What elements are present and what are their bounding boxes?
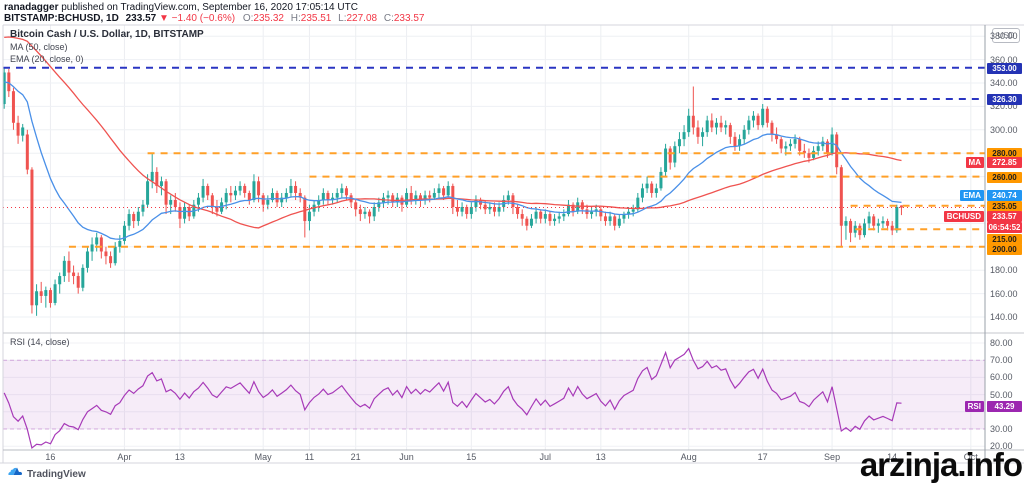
price-axis-badge-rsi-value: 43.29 — [987, 400, 1022, 412]
currency-toggle-button[interactable]: USD — [992, 28, 1020, 43]
tradingview-logo-text: TradingView — [27, 468, 86, 480]
open-value: 235.32 — [253, 13, 284, 24]
symbol-name: BITSTAMP:BCHUSD, 1D — [4, 13, 119, 24]
rsi-axis-tick: 60.00 — [990, 372, 1013, 383]
axis-badge-prefix-ema-value: EMA — [960, 189, 984, 201]
close-value: 233.57 — [393, 13, 425, 24]
time-axis-label: 16 — [45, 452, 56, 462]
time-axis-label: Aug — [680, 452, 697, 462]
price-axis-tick: 160.00 — [990, 288, 1018, 299]
open-label: O: — [242, 13, 254, 24]
time-axis-label: Jun — [399, 452, 414, 462]
price-axis-badge-level-235: 235.05 — [987, 200, 1022, 212]
price-change: ▼ −1.40 (−0.6%) — [158, 13, 236, 24]
time-axis-label: Apr — [117, 452, 132, 462]
price-axis-tick: 180.00 — [990, 265, 1018, 276]
price-axis-badge-bar-countdown: 06:54:52 — [987, 221, 1022, 233]
price-axis-badge-level-326: 326.30 — [987, 93, 1022, 105]
price-axis-tick: 360.00 — [990, 54, 1018, 65]
price-axis-badge-ema-value: 240.74 — [987, 189, 1022, 201]
last-price-text: 233.57 — [125, 13, 157, 24]
low-value: 227.08 — [346, 13, 378, 24]
rsi-axis-tick: 50.00 — [990, 389, 1013, 400]
main-pane-legend[interactable]: Bitcoin Cash / U.S. Dollar, 1D, BITSTAMP… — [10, 29, 204, 65]
price-axis-badge-level-280: 280.00 — [987, 147, 1022, 159]
price-axis-tick: 340.00 — [990, 78, 1018, 88]
rsi-axis-tick: 80.00 — [990, 338, 1013, 348]
price-axis-tick: 320.00 — [990, 101, 1018, 112]
author-name: ranadagger — [4, 2, 59, 13]
axis-badge-prefix-last-price: BCHUSD — [943, 210, 984, 222]
time-axis-label: Jul — [539, 452, 552, 462]
low-label: L: — [338, 13, 347, 24]
publish-byline: ranadagger published on TradingView.com,… — [4, 2, 358, 13]
price-axis-badge-ma-value: 272.85 — [987, 156, 1022, 168]
time-axis-label: May — [254, 452, 272, 462]
time-axis-label: 14 — [887, 452, 898, 462]
time-axis-label: Oct — [963, 452, 978, 462]
tradingview-logo-icon — [8, 465, 23, 483]
time-axis-label: 13 — [174, 452, 185, 462]
time-axis-label: 13 — [595, 452, 606, 462]
rsi-axis-tick: 20.00 — [990, 441, 1013, 452]
ma-legend: MA (50, close) — [10, 42, 68, 52]
rsi-axis-tick: 70.00 — [990, 355, 1013, 366]
chart-title: Bitcoin Cash / U.S. Dollar, 1D, BITSTAMP — [10, 29, 204, 40]
rsi-legend[interactable]: RSI (14, close) — [10, 337, 70, 347]
price-axis-badge-level-260: 260.00 — [987, 171, 1022, 183]
rsi-axis-tick: 30.00 — [990, 424, 1013, 434]
time-axis-label: 11 — [304, 452, 315, 462]
time-axis-label: 15 — [466, 452, 477, 462]
axis-badge-prefix-rsi-value: RSI — [964, 400, 984, 412]
time-axis-label: 17 — [757, 452, 768, 462]
price-axis-tick: 140.00 — [990, 312, 1018, 322]
ema-legend: EMA (20, close, 0) — [10, 54, 84, 64]
close-label: C: — [383, 13, 394, 24]
price-axis-badge-level-215: 215.00 — [987, 233, 1022, 245]
price-axis-badge-level-200: 200.00 — [987, 243, 1022, 255]
price-axis-tick: 380.00 — [990, 31, 1018, 42]
site-watermark: arzinja.info — [859, 446, 1023, 483]
price-axis-badge-level-353: 353.00 — [987, 62, 1022, 74]
high-label: H: — [290, 13, 301, 24]
price-axis-tick: 300.00 — [990, 124, 1018, 135]
high-value: 235.51 — [300, 13, 332, 24]
byline-text: published on TradingView.com, September … — [58, 2, 358, 13]
price-axis-badge-last-price: 233.57 — [987, 210, 1022, 222]
time-axis-label: Sep — [824, 452, 841, 462]
symbol-status-line: BITSTAMP:BCHUSD, 1D 233.57 ▼ −1.40 (−0.6… — [4, 13, 424, 24]
tradingview-attribution[interactable]: TradingView — [8, 465, 86, 483]
axis-badge-prefix-ma-value: MA — [965, 156, 984, 168]
time-axis-label: 21 — [350, 452, 361, 462]
